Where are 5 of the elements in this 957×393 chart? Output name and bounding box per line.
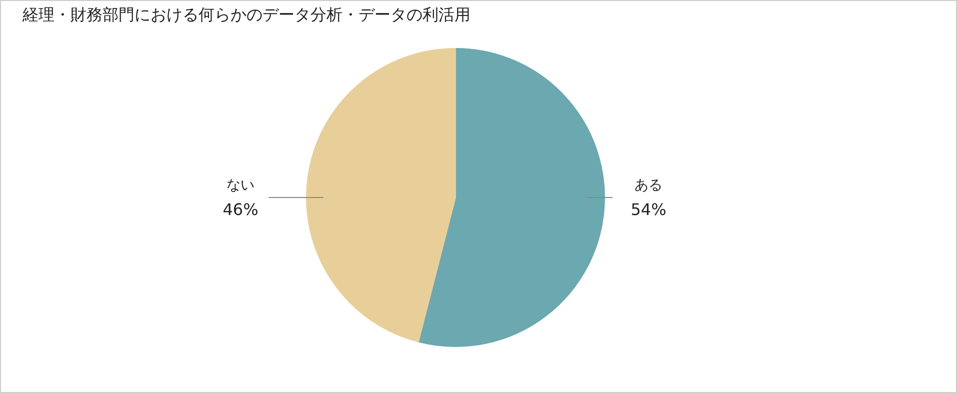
data-label: 54% bbox=[630, 200, 666, 219]
slice-label: ない bbox=[226, 178, 254, 194]
data-label: 46% bbox=[222, 200, 258, 219]
chart-title: 経理・財務部門における何らかのデータ分析・データの利活用 bbox=[22, 5, 470, 24]
slice-label: ある bbox=[634, 178, 662, 194]
